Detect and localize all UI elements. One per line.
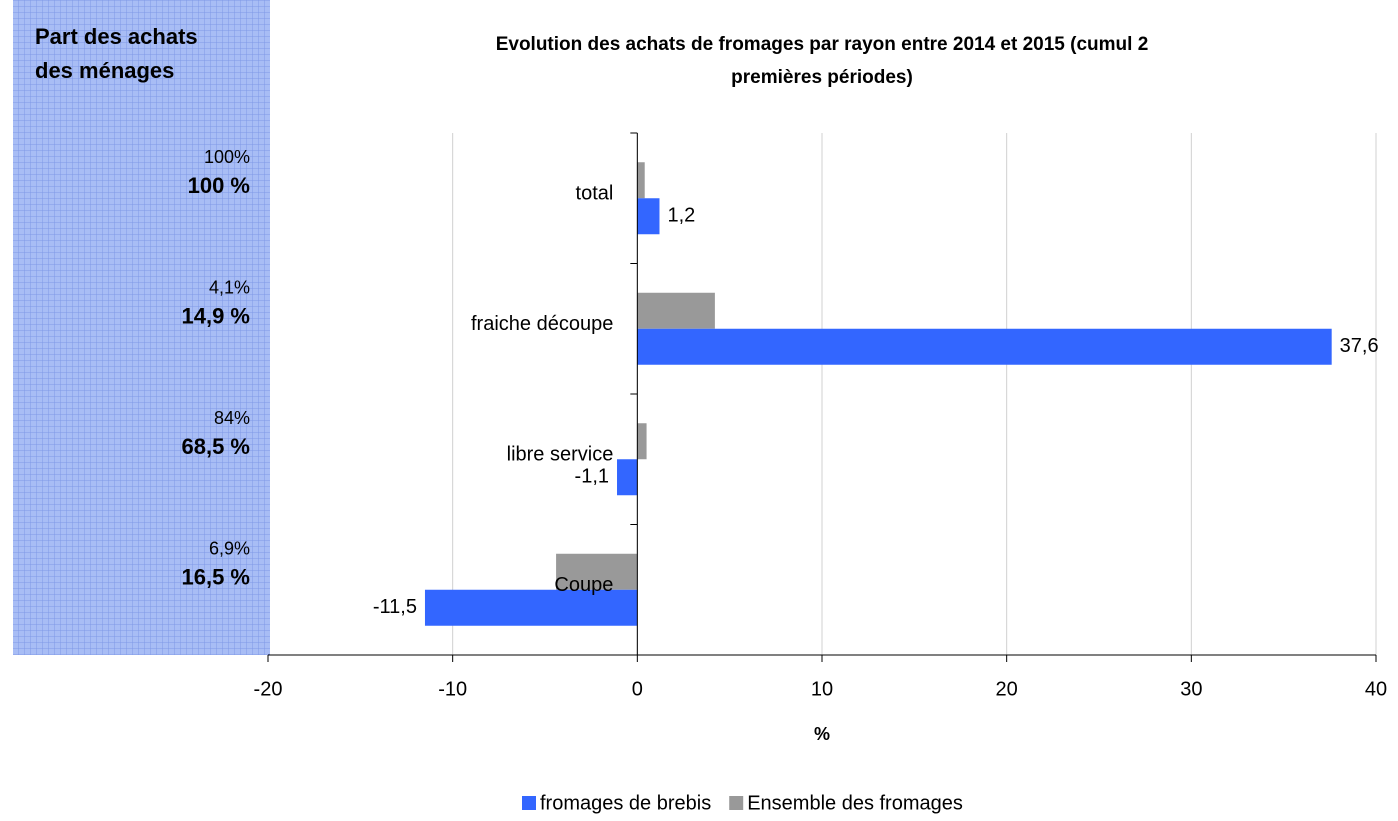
legend-label: Ensemble des fromages — [747, 792, 963, 814]
legend-swatch — [729, 796, 744, 810]
side-small: 4,1% — [209, 278, 250, 298]
x-axis-label: % — [814, 724, 830, 744]
x-tick-label: 20 — [996, 678, 1018, 700]
side-bold: 16,5 % — [182, 565, 251, 590]
side-title: Part des achats — [35, 24, 198, 49]
side-small: 100% — [204, 147, 250, 167]
side-small: 6,9% — [209, 539, 250, 559]
side-title: des ménages — [35, 58, 174, 83]
side-bold: 14,9 % — [182, 304, 251, 329]
category-label: total — [576, 183, 614, 205]
category-label: Coupe — [554, 574, 613, 596]
bar — [637, 328, 1332, 365]
x-tick-label: 40 — [1365, 678, 1387, 700]
category-label: fraiche découpe — [471, 313, 613, 335]
bar — [637, 423, 647, 460]
x-tick-label: -10 — [438, 678, 467, 700]
value-label: -1,1 — [575, 466, 609, 488]
x-tick-label: -20 — [254, 678, 283, 700]
bar — [556, 553, 638, 590]
legend-swatch — [522, 796, 536, 810]
bar — [637, 198, 660, 235]
side-small: 84% — [214, 408, 250, 428]
side-bold: 100 % — [188, 173, 250, 198]
bar — [637, 292, 715, 329]
chart-title: premières périodes) — [731, 67, 913, 88]
value-label: 1,2 — [667, 205, 695, 227]
legend-label: fromages de brebis — [540, 792, 711, 814]
bar — [424, 589, 638, 626]
x-tick-label: 0 — [632, 678, 643, 700]
bar — [637, 162, 645, 199]
chart-title: Evolution des achats de fromages par ray… — [496, 34, 1149, 55]
x-tick-label: 30 — [1180, 678, 1202, 700]
bar — [617, 459, 638, 496]
side-bold: 68,5 % — [182, 434, 251, 459]
x-tick-label: 10 — [811, 678, 833, 700]
value-label: 37,6 — [1340, 335, 1379, 357]
value-label: -11,5 — [373, 596, 417, 618]
category-label: libre service — [507, 444, 614, 466]
side-panel — [13, 0, 270, 655]
